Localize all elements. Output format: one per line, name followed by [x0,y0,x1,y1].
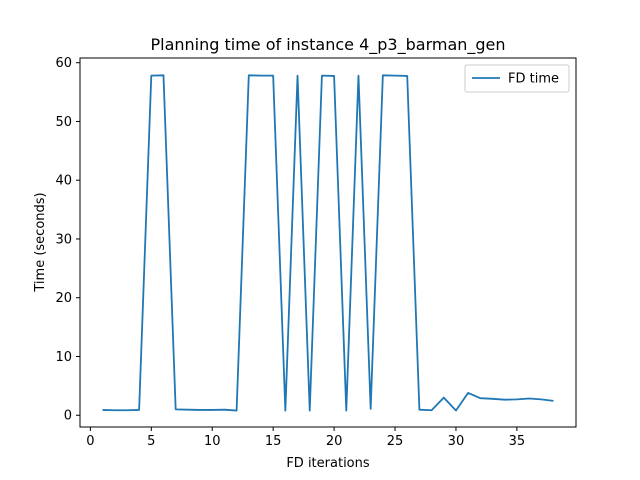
x-tick-label: 20 [326,434,343,449]
legend-label: FD time [508,72,559,87]
y-axis-label: Time (seconds) [33,192,48,292]
y-tick-label: 0 [64,409,72,424]
x-tick-label: 35 [509,434,526,449]
y-axis-ticks: 0 10 20 30 40 50 60 [55,56,80,424]
x-tick-label: 25 [387,434,404,449]
x-tick-label: 5 [147,434,155,449]
x-axis-label: FD iterations [286,456,370,471]
y-tick-label: 60 [55,56,72,71]
legend: FD time [464,64,570,93]
series-line-0 [102,74,554,412]
x-tick-label: 10 [204,434,221,449]
y-tick-label: 10 [55,350,72,365]
legend-box [464,64,570,93]
x-tick-label: 15 [265,434,282,449]
x-tick-label: 0 [86,434,94,449]
plot-frame [79,57,577,428]
x-tick-label: 30 [448,434,465,449]
y-tick-label: 20 [55,291,72,306]
chart-title: Planning time of instance 4_p3_barman_ge… [150,35,505,55]
plot-area [80,58,576,427]
y-tick-label: 50 [55,115,72,130]
y-tick-label: 30 [55,232,72,247]
x-axis-ticks: 0 5 10 15 20 25 30 35 [86,427,525,449]
y-tick-label: 40 [55,174,72,189]
series-group [102,74,554,412]
